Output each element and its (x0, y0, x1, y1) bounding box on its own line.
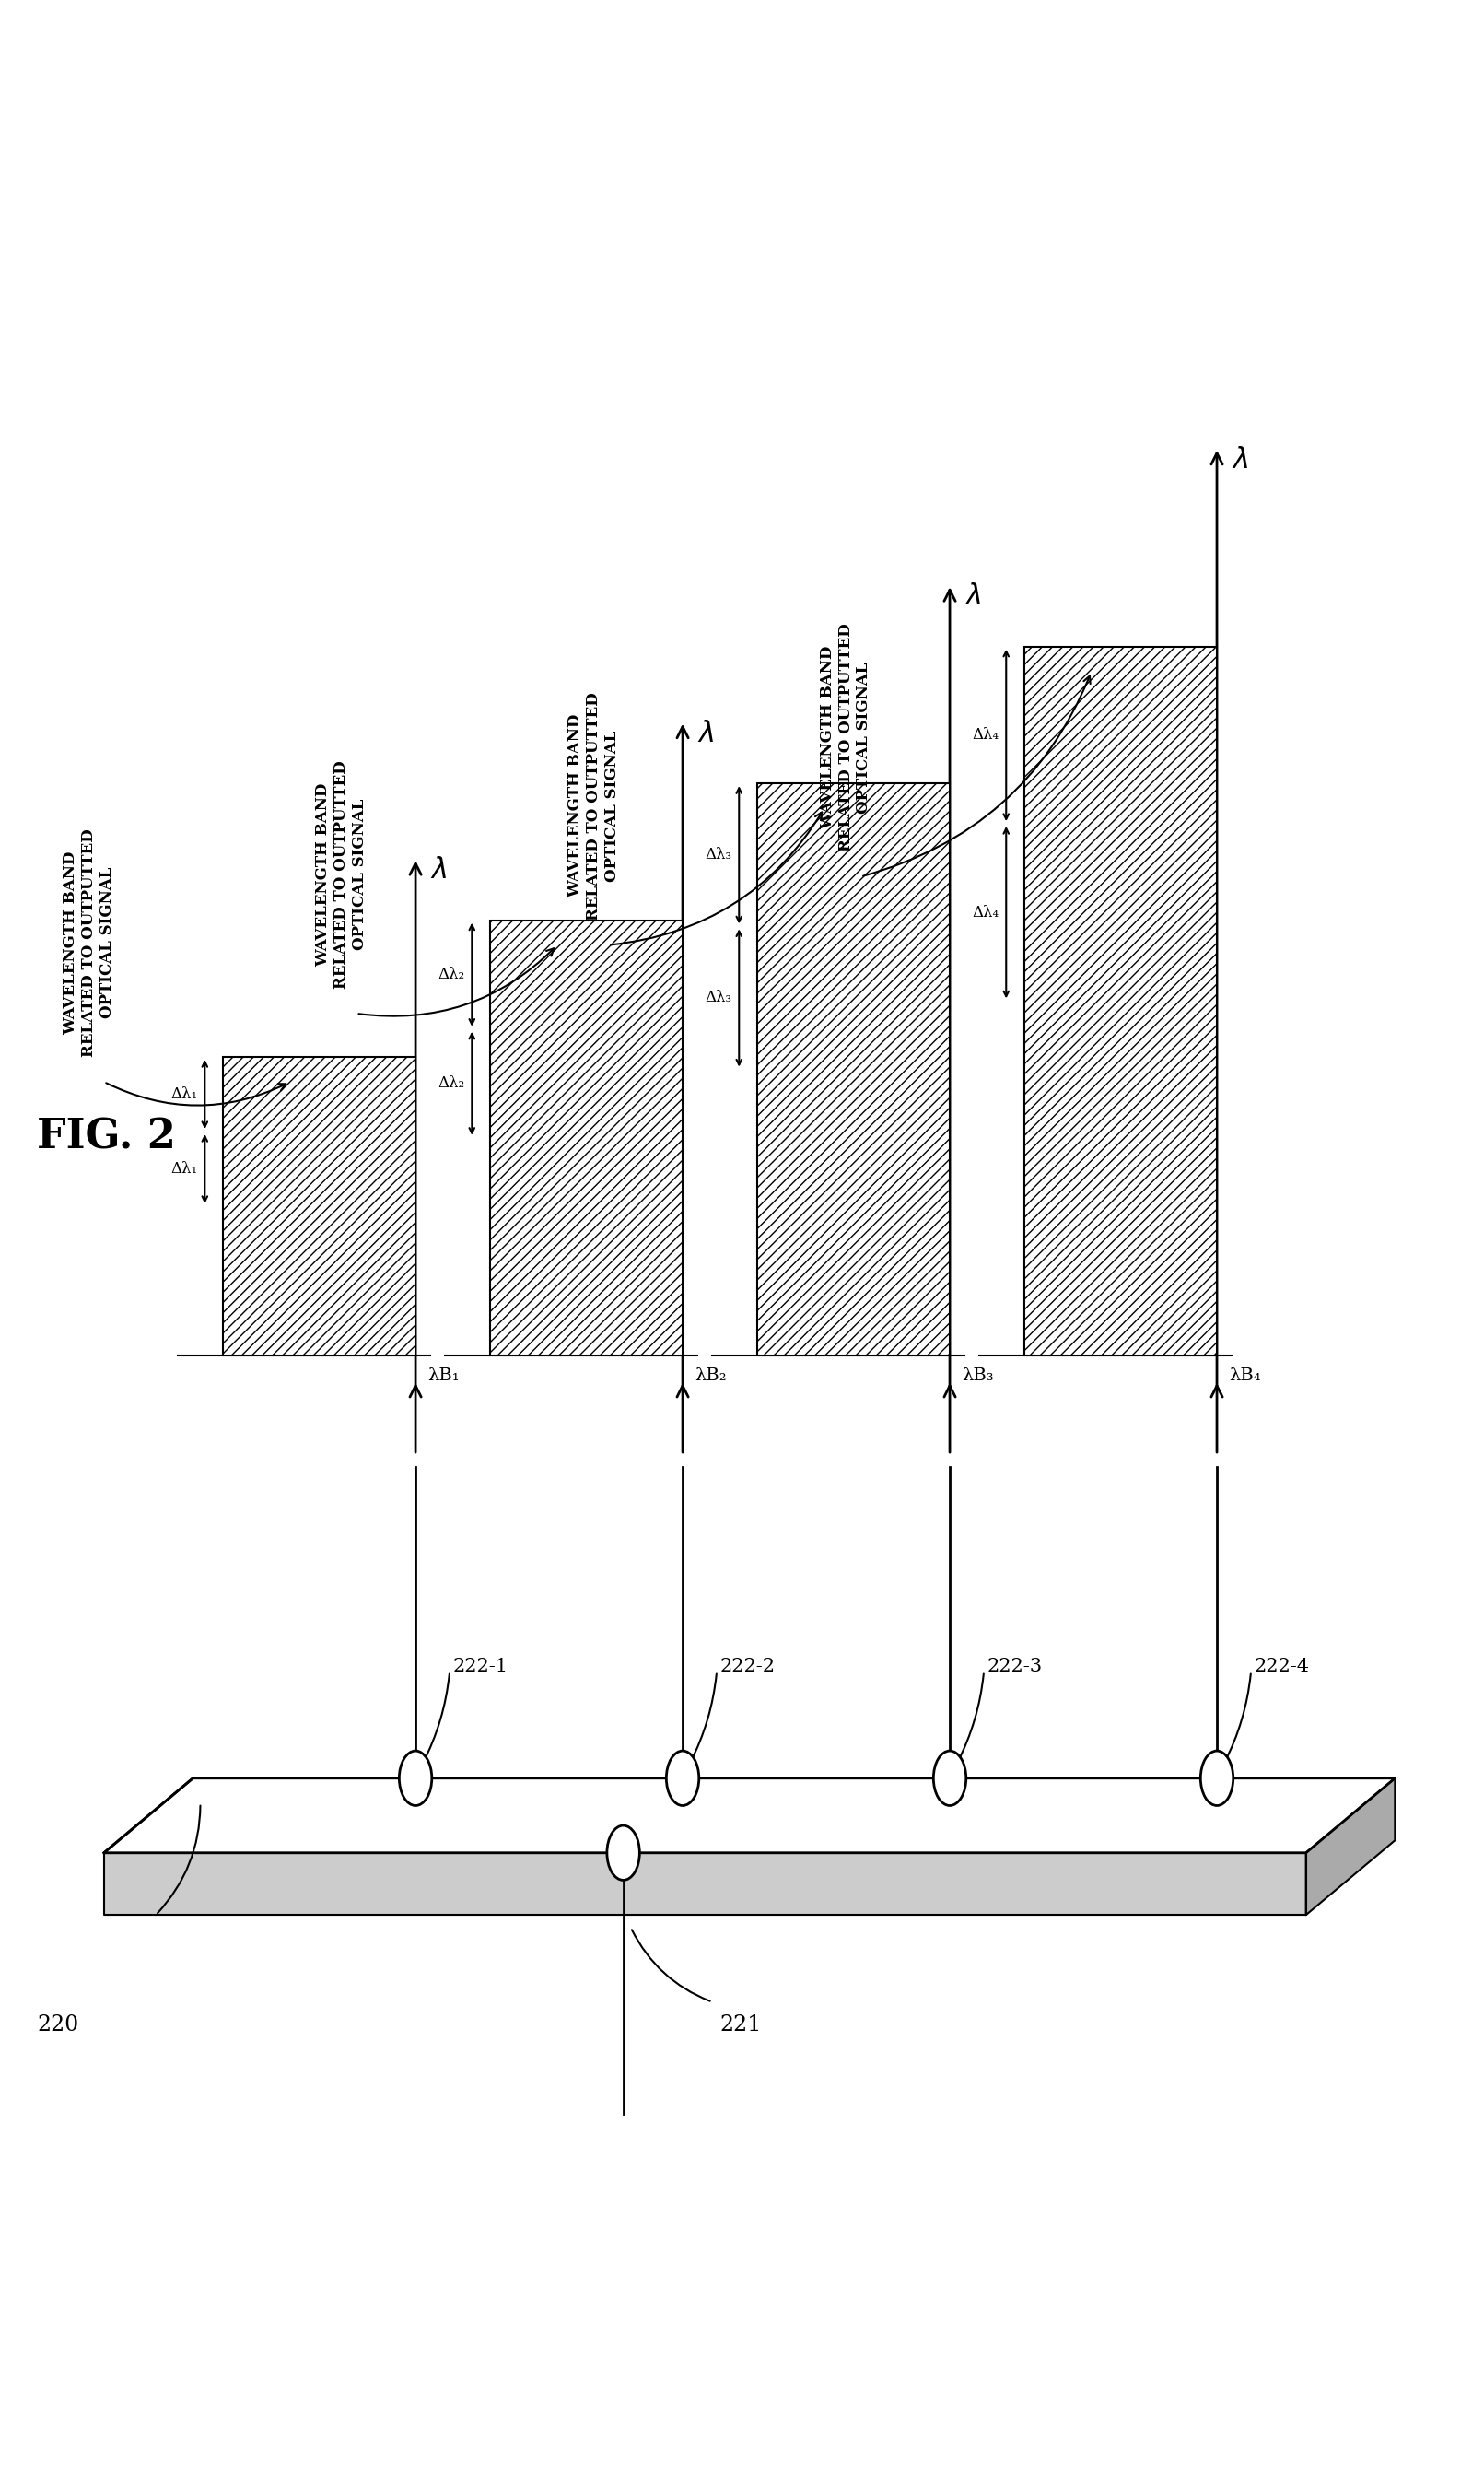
Polygon shape (104, 1778, 1395, 1853)
Text: λB₄: λB₄ (1229, 1368, 1260, 1385)
Text: 222-1: 222-1 (453, 1656, 508, 1674)
Text: Δλ₄: Δλ₄ (972, 726, 999, 744)
Text: Δλ₃: Δλ₃ (705, 848, 732, 863)
Circle shape (933, 1751, 966, 1806)
Text: λB₂: λB₂ (695, 1368, 726, 1385)
Text: 220: 220 (37, 2014, 79, 2037)
Circle shape (1201, 1751, 1233, 1806)
Text: WAVELENGTH BAND
RELATED TO OUTPUTTED
OPTICAL SIGNAL: WAVELENGTH BAND RELATED TO OUTPUTTED OPT… (316, 761, 367, 987)
Text: λB₃: λB₃ (962, 1368, 993, 1385)
Text: Δλ₁: Δλ₁ (171, 1087, 197, 1102)
Bar (223, 1057, 416, 1355)
Text: Δλ₄: Δλ₄ (972, 905, 999, 920)
Text: Δλ₂: Δλ₂ (438, 1074, 464, 1092)
Polygon shape (1306, 1778, 1395, 1915)
Text: $\lambda$: $\lambda$ (430, 856, 447, 885)
Bar (1024, 647, 1217, 1355)
Text: λB₁: λB₁ (427, 1368, 459, 1385)
Text: $\lambda$: $\lambda$ (697, 719, 714, 749)
Polygon shape (104, 1853, 1306, 1915)
Text: Δλ₂: Δλ₂ (438, 967, 464, 982)
Bar (490, 920, 683, 1355)
Circle shape (399, 1751, 432, 1806)
Circle shape (607, 1825, 640, 1880)
Text: Δλ₃: Δλ₃ (705, 990, 732, 1005)
Text: Δλ₁: Δλ₁ (171, 1161, 197, 1176)
Text: $\lambda$: $\lambda$ (965, 582, 981, 612)
Text: FIG. 2: FIG. 2 (37, 1117, 177, 1156)
Text: 222-2: 222-2 (720, 1656, 775, 1674)
Bar (757, 783, 950, 1355)
Text: 221: 221 (720, 2014, 761, 2037)
Text: WAVELENGTH BAND
RELATED TO OUTPUTTED
OPTICAL SIGNAL: WAVELENGTH BAND RELATED TO OUTPUTTED OPT… (568, 691, 619, 920)
Text: 222-4: 222-4 (1254, 1656, 1309, 1674)
Text: 222-3: 222-3 (987, 1656, 1042, 1674)
Circle shape (666, 1751, 699, 1806)
Text: WAVELENGTH BAND
RELATED TO OUTPUTTED
OPTICAL SIGNAL: WAVELENGTH BAND RELATED TO OUTPUTTED OPT… (64, 828, 114, 1057)
Text: WAVELENGTH BAND
RELATED TO OUTPUTTED
OPTICAL SIGNAL: WAVELENGTH BAND RELATED TO OUTPUTTED OPT… (821, 624, 871, 851)
Text: $\lambda$: $\lambda$ (1232, 445, 1248, 475)
